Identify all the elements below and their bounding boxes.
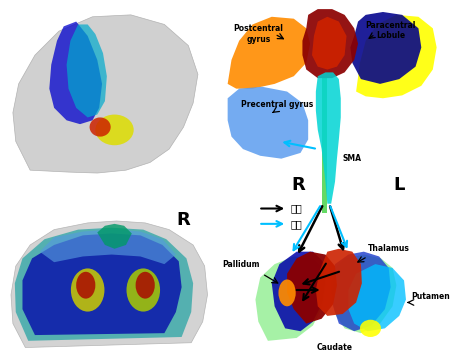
Polygon shape <box>97 224 131 249</box>
Polygon shape <box>271 252 325 331</box>
Polygon shape <box>355 15 436 98</box>
Text: 억제: 억제 <box>290 219 302 229</box>
Polygon shape <box>315 72 340 204</box>
Polygon shape <box>13 15 197 173</box>
Text: Pallidum: Pallidum <box>222 260 260 269</box>
Text: L: L <box>393 175 404 193</box>
Ellipse shape <box>359 320 380 337</box>
Ellipse shape <box>71 269 104 312</box>
Polygon shape <box>227 87 308 159</box>
Text: Thalamus: Thalamus <box>367 244 409 253</box>
Polygon shape <box>302 9 357 78</box>
Polygon shape <box>348 264 405 331</box>
Polygon shape <box>11 221 207 348</box>
Polygon shape <box>287 252 336 323</box>
Text: R: R <box>176 211 189 229</box>
Ellipse shape <box>126 269 160 312</box>
Polygon shape <box>315 249 361 316</box>
Polygon shape <box>66 25 106 117</box>
Polygon shape <box>311 17 346 70</box>
Text: 강화: 강화 <box>290 204 302 213</box>
Ellipse shape <box>95 114 133 145</box>
Polygon shape <box>227 17 309 89</box>
Text: Putamen: Putamen <box>411 292 450 301</box>
Polygon shape <box>331 255 395 333</box>
Text: Precentral gyrus: Precentral gyrus <box>241 100 313 109</box>
Ellipse shape <box>278 279 295 306</box>
Polygon shape <box>22 234 181 335</box>
Polygon shape <box>330 252 390 331</box>
Polygon shape <box>255 256 325 341</box>
Polygon shape <box>15 228 193 341</box>
Ellipse shape <box>135 272 154 299</box>
Polygon shape <box>49 22 102 124</box>
Ellipse shape <box>76 272 95 299</box>
Polygon shape <box>40 230 176 264</box>
Polygon shape <box>321 76 327 213</box>
Text: Caudate: Caudate <box>316 343 352 352</box>
Text: Postcentral
gyrus: Postcentral gyrus <box>233 25 283 44</box>
Text: R: R <box>291 175 305 193</box>
Text: Paracentral
Lobule: Paracentral Lobule <box>364 21 415 40</box>
Text: SMA: SMA <box>342 154 361 163</box>
Ellipse shape <box>89 117 111 136</box>
Polygon shape <box>349 12 420 84</box>
